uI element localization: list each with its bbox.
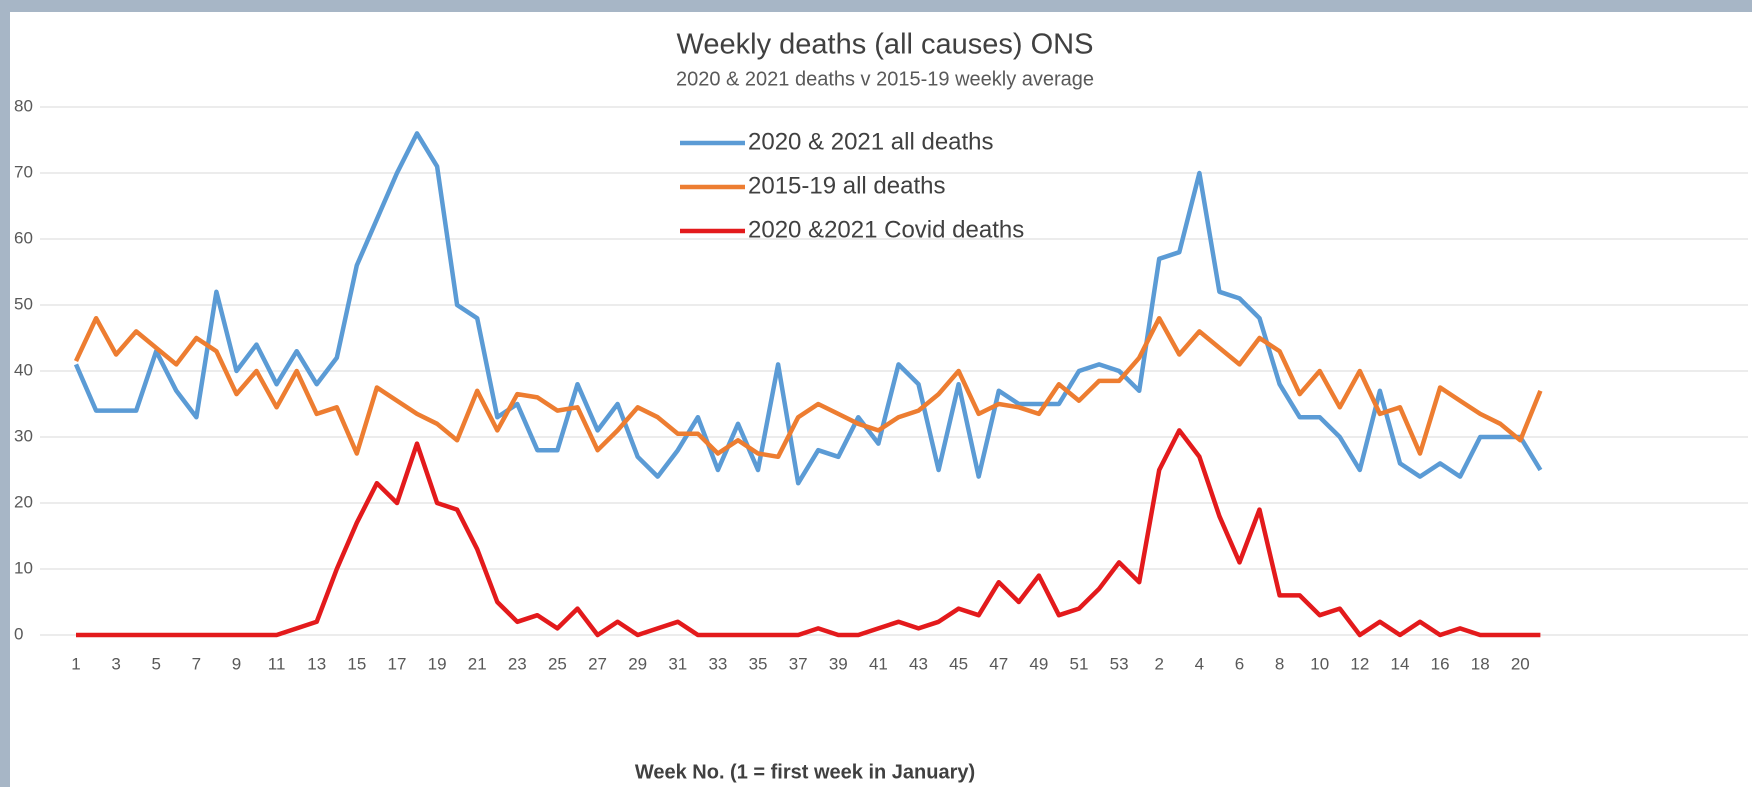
x-tick-label: 11	[268, 654, 286, 673]
x-tick-label: 51	[1070, 654, 1089, 673]
x-tick-label: 20	[1511, 654, 1530, 673]
x-tick-label: 16	[1431, 654, 1450, 673]
x-tick-label: 47	[989, 654, 1008, 673]
legend-label: 2015-19 all deaths	[748, 172, 945, 199]
x-tick-label: 18	[1471, 654, 1490, 673]
x-tick-label: 14	[1390, 654, 1409, 673]
chart-title: Weekly deaths (all causes) ONS	[677, 29, 1094, 61]
y-tick-label: 30	[14, 426, 33, 445]
x-tick-label: 25	[548, 654, 567, 673]
x-tick-label: 41	[869, 654, 888, 673]
x-tick-label: 35	[749, 654, 768, 673]
x-tick-label: 5	[152, 654, 161, 673]
x-tick-label: 33	[708, 654, 727, 673]
x-tick-label: 17	[387, 654, 406, 673]
legend-label: 2020 & 2021 all deaths	[748, 128, 994, 155]
y-tick-label: 20	[14, 492, 33, 511]
x-tick-label: 9	[232, 654, 241, 673]
x-tick-label: 6	[1235, 654, 1244, 673]
x-tick-label: 19	[428, 654, 447, 673]
x-tick-label: 4	[1195, 654, 1204, 673]
x-tick-label: 45	[949, 654, 968, 673]
x-tick-label: 21	[468, 654, 487, 673]
x-axis-label: Week No. (1 = first week in January)	[635, 761, 975, 783]
y-tick-label: 80	[14, 96, 33, 115]
x-tick-label: 7	[192, 654, 201, 673]
x-tick-label: 3	[111, 654, 120, 673]
series-line	[73, 131, 1543, 486]
x-tick-label: 31	[668, 654, 687, 673]
x-tick-label: 1	[71, 654, 80, 673]
x-tick-label: 27	[588, 654, 607, 673]
x-tick-label: 49	[1029, 654, 1048, 673]
x-tick-label: 29	[628, 654, 647, 673]
x-tick-label: 8	[1275, 654, 1284, 673]
chart-subtitle: 2020 & 2021 deaths v 2015-19 weekly aver…	[676, 68, 1094, 90]
x-tick-label: 37	[789, 654, 808, 673]
x-tick-label: 43	[909, 654, 928, 673]
x-tick-label: 10	[1310, 654, 1329, 673]
y-tick-label: 60	[14, 228, 33, 247]
x-tick-label: 2	[1155, 654, 1164, 673]
legend-label: 2020 &2021 Covid deaths	[748, 216, 1024, 243]
x-tick-label: 13	[307, 654, 326, 673]
x-tick-label: 23	[508, 654, 527, 673]
x-tick-label: 39	[829, 654, 848, 673]
y-tick-label: 70	[14, 162, 33, 181]
series-line	[73, 315, 1543, 460]
y-tick-label: 40	[14, 360, 33, 379]
series-line	[76, 428, 1541, 638]
x-tick-label: 15	[347, 654, 366, 673]
y-tick-label: 10	[14, 558, 33, 577]
y-tick-label: 0	[14, 624, 23, 643]
y-tick-label: 50	[14, 294, 33, 313]
x-tick-label: 12	[1350, 654, 1369, 673]
x-tick-label: 53	[1110, 654, 1129, 673]
